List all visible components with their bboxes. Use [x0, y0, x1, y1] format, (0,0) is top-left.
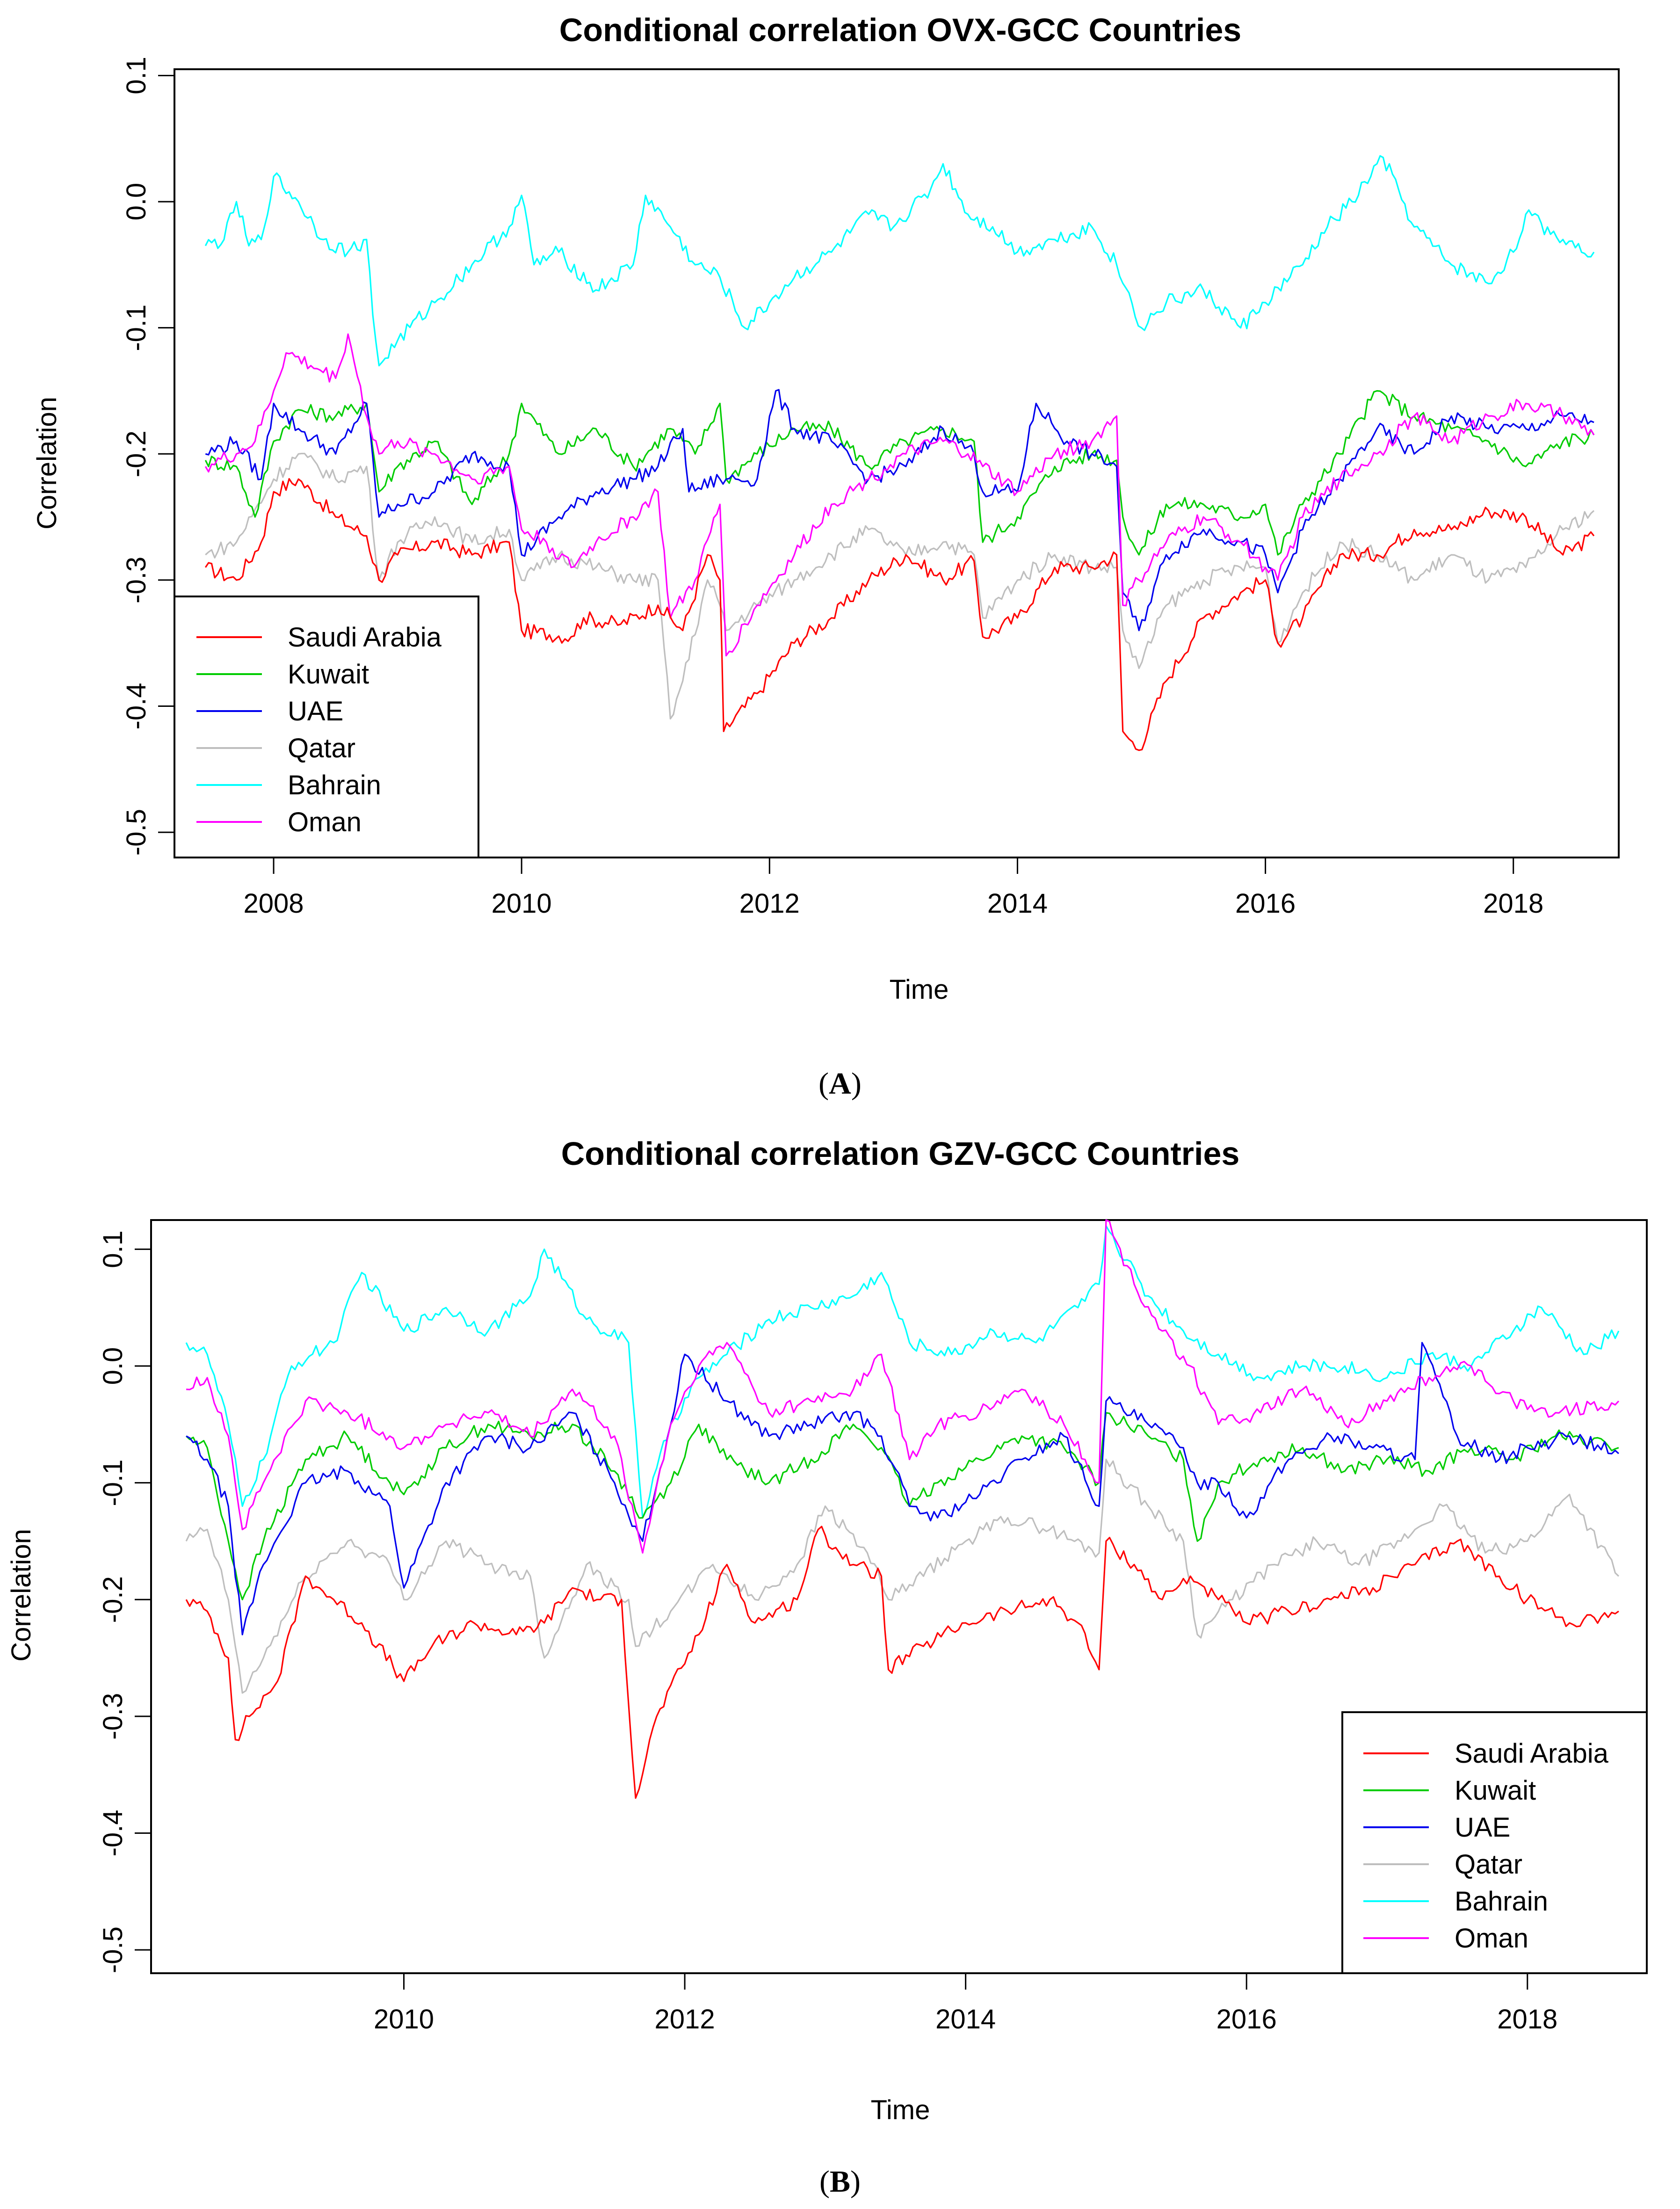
chart-b-x-tick-label: 2010	[374, 2004, 434, 2035]
chart-b-y-tick-label: 0.1	[98, 1230, 128, 1268]
chart-b-x-axis: 2010 2012 2014 2016 2018	[374, 1973, 1557, 2035]
chart-a-legend-label: Kuwait	[288, 659, 369, 690]
chart-a-y-tick-label: 0.0	[121, 183, 152, 221]
chart-a-panel-letter: A	[829, 1067, 851, 1101]
chart-a-legend-box	[174, 596, 479, 858]
chart-b-series-group	[185, 1219, 1620, 1799]
chart-a-series-saudi-arabia	[204, 478, 1595, 751]
chart-a-y-tick-label: -0.2	[121, 430, 152, 477]
chart-b-y-tick-label: -0.5	[98, 1926, 128, 1973]
chart-a-legend-label: Oman	[288, 807, 362, 837]
chart-b-y-tick-label: -0.1	[98, 1460, 128, 1506]
chart-a-x-tick-label: 2012	[739, 888, 800, 919]
chart-a-panel-label: (A)	[818, 1067, 862, 1101]
chart-b-series-bahrain	[185, 1225, 1620, 1519]
chart-a-series-qatar	[205, 452, 1595, 719]
chart-b-panel-label: (B)	[819, 2165, 861, 2199]
chart-b-legend-label: Oman	[1455, 1923, 1528, 1954]
chart-b-legend: Saudi Arabia Kuwait UAE Qatar Bahrain Oman	[1341, 1711, 1648, 1974]
chart-b-x-tick-label: 2016	[1217, 2004, 1277, 2035]
chart-a-series-kuwait	[204, 390, 1595, 556]
chart-b-legend-label: Bahrain	[1455, 1886, 1548, 1917]
chart-a-y-tick-label: -0.5	[121, 809, 152, 856]
chart-b-x-tick-label: 2018	[1497, 2004, 1557, 2035]
chart-a-y-tick-label: -0.1	[121, 305, 152, 351]
chart-a-y-axis: -0.5 -0.4 -0.3 -0.2 -0.1 0.0 0.1	[121, 57, 175, 856]
chart-b-y-tick-label: 0.0	[98, 1347, 128, 1385]
chart-a-x-axis: 2008 2010 2012 2014 2016 2018	[244, 857, 1543, 919]
chart-b-series-oman	[186, 1219, 1620, 1554]
chart-b-x-axis-label: Time	[871, 2095, 930, 2125]
chart-b-series-qatar	[185, 1459, 1620, 1694]
chart-a-x-tick-label: 2008	[244, 888, 304, 919]
chart-b-series-saudi-arabia	[185, 1526, 1619, 1799]
chart-b-legend-label: Saudi Arabia	[1455, 1738, 1609, 1769]
chart-a-y-tick-label: -0.4	[121, 683, 152, 730]
chart-b-y-tick-label: -0.3	[98, 1693, 128, 1740]
chart-a-series-group	[204, 155, 1595, 751]
chart-a-series-bahrain	[204, 155, 1595, 367]
chart-b-series-uae	[186, 1342, 1619, 1635]
chart-a-legend-label: UAE	[288, 696, 343, 727]
chart-b-y-axis-label: Correlation	[6, 1529, 36, 1662]
chart-a-x-tick-label: 2010	[492, 888, 552, 919]
chart-a-x-tick-label: 2016	[1235, 888, 1296, 919]
chart-a-legend: Saudi Arabia Kuwait UAE Qatar Bahrain Oman	[174, 596, 479, 858]
chart-b-series-kuwait	[186, 1412, 1619, 1600]
chart-b-y-tick-label: -0.2	[98, 1576, 128, 1623]
chart-b-legend-label: Kuwait	[1455, 1775, 1536, 1806]
chart-a-y-tick-label: 0.1	[121, 57, 152, 94]
chart-a-legend-label: Qatar	[288, 733, 355, 763]
chart-a-legend-label: Bahrain	[288, 770, 381, 800]
chart-b-y-axis: -0.5 -0.4 -0.3 -0.2 -0.1 0.0 0.1	[98, 1230, 152, 1973]
chart-a-x-tick-label: 2018	[1483, 888, 1543, 919]
chart-a-y-tick-label: -0.3	[121, 557, 152, 603]
chart-a-x-axis-label: Time	[890, 974, 949, 1005]
chart-a-series-uae	[205, 389, 1594, 632]
chart-b-title: Conditional correlation GZV-GCC Countrie…	[561, 1135, 1240, 1172]
chart-a-x-tick-label: 2014	[987, 888, 1048, 919]
chart-a-y-axis-label: Correlation	[32, 397, 62, 530]
chart-b-x-tick-label: 2014	[935, 2004, 996, 2035]
chart-b-legend-label: Qatar	[1455, 1849, 1522, 1880]
chart-b-panel-letter: B	[830, 2165, 850, 2199]
chart-b: Conditional correlation GZV-GCC Countrie…	[6, 1135, 1648, 2199]
chart-a-series-oman	[204, 333, 1595, 657]
chart-b-legend-box	[1341, 1711, 1648, 1974]
chart-a-legend-label: Saudi Arabia	[288, 622, 442, 653]
chart-b-y-tick-label: -0.4	[98, 1809, 128, 1856]
chart-b-legend-label: UAE	[1455, 1812, 1510, 1843]
chart-a-title: Conditional correlation OVX-GCC Countrie…	[559, 12, 1241, 48]
chart-b-x-tick-label: 2012	[655, 2004, 715, 2035]
chart-a: Conditional correlation OVX-GCC Countrie…	[32, 12, 1620, 1101]
